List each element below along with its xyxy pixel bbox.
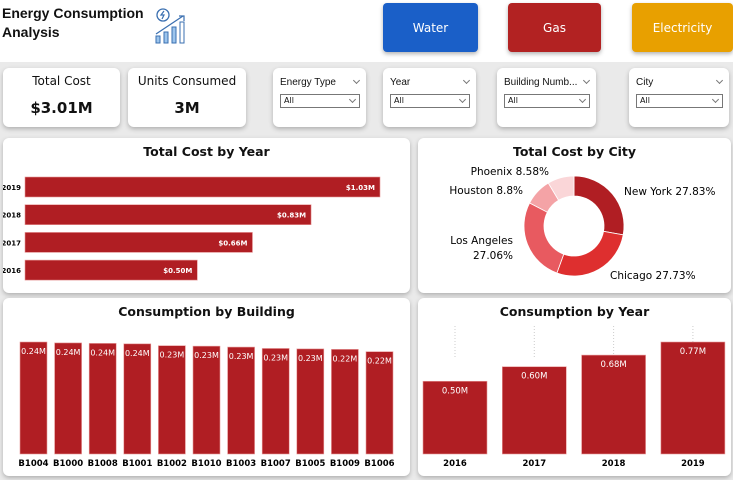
x-tick-label: B1007 — [261, 459, 291, 469]
bar-B1002 — [158, 345, 186, 455]
header-bar — [0, 0, 733, 62]
bar-2019 — [660, 341, 726, 455]
consumption-by-year-chart: 0.50M 2016 0.60M 2017 0.68M 2018 0.77M 2019 — [422, 326, 726, 469]
data-label: 0.22M — [333, 354, 358, 363]
x-tick-label: B1002 — [157, 459, 187, 469]
x-tick-label: 2016 — [443, 459, 467, 469]
y-tick-label: 2016 — [3, 267, 21, 275]
energy-type-dropdown[interactable]: All — [280, 94, 360, 108]
total-cost-by-year-panel: Total Cost by Year 2019 $1.03M 2018 $0.83M 20… — [3, 138, 410, 293]
x-tick-label: B1008 — [88, 459, 118, 469]
slicer-city[interactable]: City All — [629, 68, 729, 127]
data-label: $1.03M — [346, 184, 375, 192]
x-tick-label: B1003 — [226, 459, 256, 469]
total-cost-by-city-chart: New York 27.83% Chicago 27.73% Los Angeles… — [449, 166, 715, 282]
x-tick-label: B1001 — [122, 459, 152, 469]
slicer-year[interactable]: Year All — [383, 68, 476, 127]
x-tick-label: 2017 — [522, 459, 546, 469]
bar-2017 — [502, 366, 567, 455]
x-tick-label: B1005 — [295, 459, 325, 469]
bar-B1005 — [296, 348, 325, 455]
y-tick-label: 2018 — [3, 212, 21, 220]
bar-B1004 — [19, 341, 48, 455]
chevron-down-icon[interactable] — [462, 76, 471, 85]
slice-label: Los Angeles — [450, 235, 513, 247]
slice-label-value: 27.06% — [473, 250, 513, 262]
bar-B1008 — [88, 343, 117, 455]
data-label: $0.83M — [277, 212, 306, 220]
data-label: 0.22M — [367, 357, 392, 366]
x-tick-label: B1006 — [364, 459, 394, 469]
water-button[interactable]: Water — [383, 3, 478, 52]
x-tick-label: B1009 — [330, 459, 360, 469]
year-dropdown[interactable]: All — [390, 94, 470, 108]
total-cost-by-city-panel: Total Cost by City New York 27.83% Chicago… — [418, 138, 731, 293]
data-label: 0.23M — [298, 354, 323, 363]
gas-button[interactable]: Gas — [508, 3, 601, 52]
chevron-down-icon — [578, 95, 587, 104]
bar-B1003 — [227, 346, 255, 455]
slice-label: New York 27.83% — [624, 186, 715, 198]
slice-label: Houston 8.8% — [449, 185, 523, 197]
slicer-energy-type[interactable]: Energy Type All — [273, 68, 366, 127]
bar-B1009 — [331, 349, 359, 455]
consumption-by-building-panel: Consumption by Building 0.24M B1004 0.24M B1… — [3, 298, 410, 476]
x-tick-label: B1000 — [53, 459, 83, 469]
consumption-by-building-chart: 0.24M B1004 0.24M B1000 0.24M B1008 0.24M B1001… — [18, 341, 395, 469]
energy-growth-chart-icon — [155, 8, 185, 44]
data-label: 0.23M — [160, 351, 185, 360]
bar-2018 — [581, 354, 646, 455]
bar-B1000 — [54, 342, 82, 455]
x-tick-label: 2019 — [681, 459, 705, 469]
bar-2018 — [24, 204, 312, 225]
data-label: 0.23M — [229, 352, 254, 361]
bar-B1007 — [261, 348, 290, 455]
bar-B1010 — [192, 345, 221, 455]
bar-2016 — [24, 259, 198, 281]
data-label: 0.23M — [194, 351, 219, 360]
slice-los-angeles — [523, 202, 565, 274]
data-label: $0.50M — [163, 267, 192, 275]
slice-new-york — [573, 175, 625, 236]
bar-2017 — [24, 232, 253, 253]
data-label: 0.24M — [90, 348, 115, 357]
slice-phoenix — [547, 175, 575, 201]
chevron-down-icon — [711, 95, 720, 104]
slicer-building-number[interactable]: Building Numb... All — [497, 68, 596, 127]
x-tick-label: 2018 — [602, 459, 626, 469]
chevron-down-icon[interactable] — [352, 76, 361, 85]
data-label: 0.68M — [600, 360, 626, 370]
bar-B1006 — [365, 351, 394, 455]
electricity-button[interactable]: Electricity — [632, 3, 733, 52]
data-label: 0.77M — [680, 347, 706, 357]
y-tick-label: 2019 — [3, 184, 21, 192]
data-label: 0.24M — [56, 348, 81, 357]
page-title: Energy Consumption Analysis — [2, 5, 144, 40]
bar-2019 — [24, 176, 381, 198]
data-label: 0.23M — [263, 353, 288, 362]
kpi-total-cost: Total Cost $3.01M — [3, 68, 120, 127]
data-label: 0.60M — [521, 372, 547, 382]
data-label: 0.24M — [125, 349, 150, 358]
slice-label: Phoenix 8.58% — [471, 166, 549, 178]
consumption-by-year-panel: Consumption by Year 0.50M 2016 0.60M 2017 0.6… — [418, 298, 731, 476]
y-tick-label: 2017 — [3, 239, 21, 247]
city-dropdown[interactable]: All — [636, 94, 723, 108]
data-label: 0.24M — [21, 347, 46, 356]
chevron-down-icon[interactable] — [715, 76, 724, 85]
x-tick-label: B1010 — [191, 459, 221, 469]
x-tick-label: B1004 — [18, 459, 48, 469]
chevron-down-icon — [458, 95, 467, 104]
slice-label: Chicago 27.73% — [610, 270, 696, 282]
building-number-dropdown[interactable]: All — [504, 94, 590, 108]
data-label: 0.50M — [442, 386, 468, 396]
bar-B1001 — [123, 343, 152, 455]
bar-2016 — [422, 380, 488, 455]
kpi-units-consumed: Units Consumed 3M — [128, 68, 246, 127]
total-cost-by-year-chart: 2019 $1.03M 2018 $0.83M 2017 $0.66M 2016 $0.50M — [3, 176, 381, 281]
chevron-down-icon[interactable] — [582, 76, 591, 85]
chevron-down-icon — [348, 95, 357, 104]
data-label: $0.66M — [218, 239, 247, 247]
